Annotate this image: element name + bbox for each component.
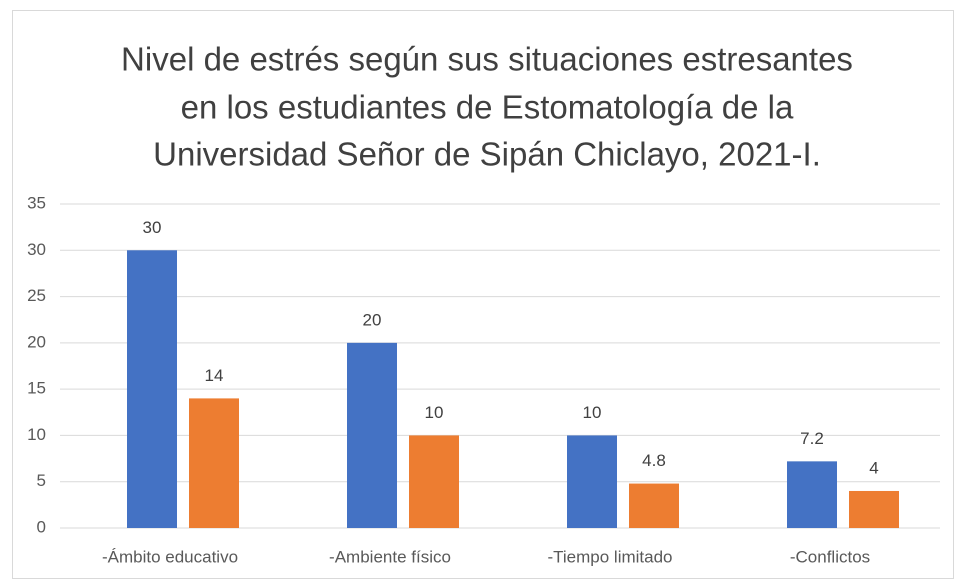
bar xyxy=(409,435,459,528)
y-tick-label: 10 xyxy=(27,425,46,444)
value-label: 7.2 xyxy=(800,429,824,448)
y-tick-label: 35 xyxy=(27,193,46,212)
bar xyxy=(189,398,239,528)
bar xyxy=(567,435,617,528)
value-label: 10 xyxy=(425,403,444,422)
y-tick-label: 5 xyxy=(37,471,46,490)
value-label: 4 xyxy=(869,458,878,477)
value-label: 20 xyxy=(363,310,382,329)
chart-title: en los estudiantes de Estomatología de l… xyxy=(181,89,794,126)
x-tick-label: -Tiempo limitado xyxy=(547,547,672,566)
bar xyxy=(787,461,837,528)
bar xyxy=(849,490,899,528)
bar xyxy=(127,250,177,529)
x-tick-label: -Ambiente físico xyxy=(329,547,451,566)
y-tick-label: 20 xyxy=(27,332,46,351)
value-label: 4.8 xyxy=(642,451,666,470)
y-tick-label: 25 xyxy=(27,286,46,305)
x-tick-label: -Conflictos xyxy=(790,547,870,566)
bar xyxy=(629,483,679,528)
bar xyxy=(347,342,397,528)
y-tick-label: 15 xyxy=(27,379,46,398)
value-label: 10 xyxy=(583,403,602,422)
x-tick-label: -Ámbito educativo xyxy=(102,547,238,566)
y-tick-label: 0 xyxy=(37,517,46,536)
chart-title: Universidad Señor de Sipán Chiclayo, 202… xyxy=(153,136,821,173)
value-label: 14 xyxy=(205,366,224,385)
value-label: 30 xyxy=(143,218,162,237)
y-tick-label: 30 xyxy=(27,240,46,259)
chart-title: Nivel de estrés según sus situaciones es… xyxy=(121,41,853,78)
